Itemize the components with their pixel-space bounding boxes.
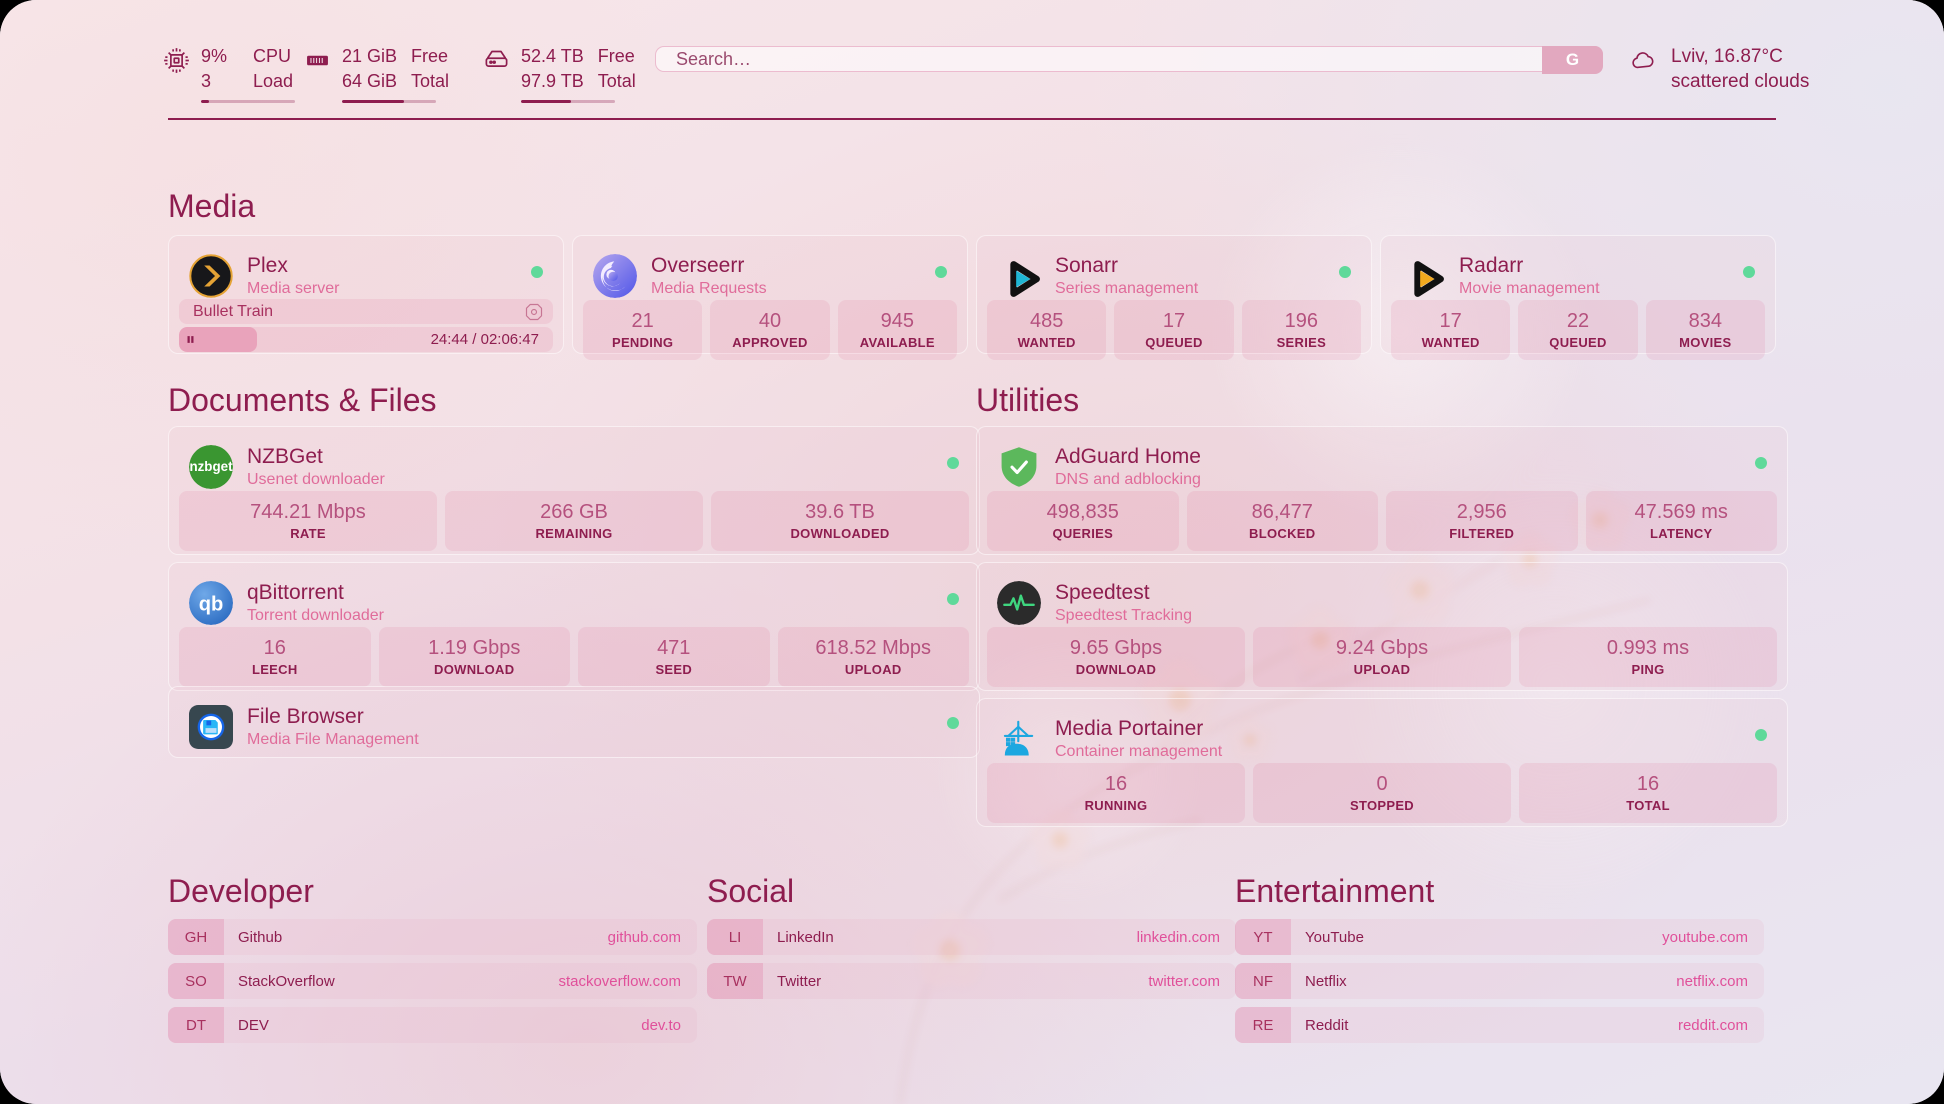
svg-text:nzbget: nzbget	[189, 459, 233, 474]
svg-text:qb: qb	[199, 593, 224, 615]
